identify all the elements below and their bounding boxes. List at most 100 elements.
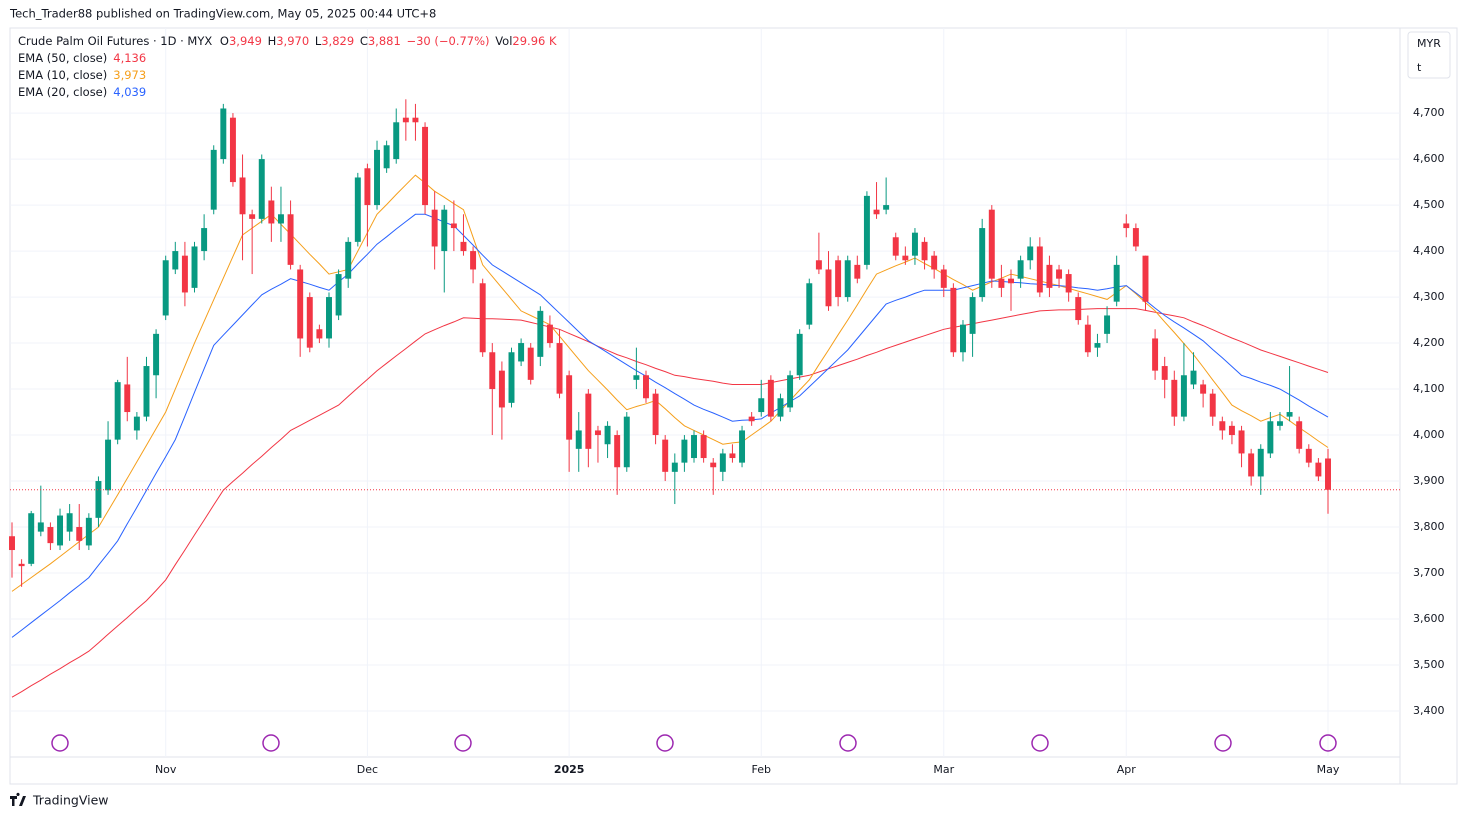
- candle-body: [1075, 297, 1082, 321]
- candle-body: [988, 209, 995, 279]
- candle-body: [1056, 269, 1063, 279]
- candle-body: [191, 246, 198, 288]
- y-tick-label: 4,000: [1413, 428, 1445, 441]
- candle-body: [652, 393, 659, 436]
- candle-body: [268, 200, 275, 224]
- candle-body: [1238, 430, 1245, 454]
- ohlc-value: 3,970: [276, 34, 309, 48]
- candle-body: [1325, 458, 1331, 490]
- candle-body: [1152, 338, 1159, 371]
- y-tick-label: 3,600: [1413, 612, 1445, 625]
- ohlc-label: O: [220, 34, 229, 48]
- candle-body: [345, 241, 352, 279]
- legend-value: 4,039: [113, 85, 146, 99]
- candle-body: [1132, 228, 1139, 247]
- legend-name: EMA (10, close): [18, 68, 107, 82]
- candle-body: [825, 269, 832, 307]
- event-icons: [51, 734, 1337, 752]
- candle-body: [9, 536, 15, 551]
- legend-value: 3,973: [113, 68, 146, 82]
- legend-name: EMA (20, close): [18, 85, 107, 99]
- candle-body: [18, 563, 25, 567]
- event-icon[interactable]: [1214, 734, 1232, 752]
- candle-body: [498, 370, 505, 408]
- legend-entry: EMA (10, close) 3,973: [18, 68, 146, 82]
- legend-value: 4,136: [113, 51, 146, 65]
- ema-line: [11, 308, 1329, 698]
- candle-body: [172, 251, 179, 270]
- candle-body: [393, 122, 400, 160]
- candle-body: [1046, 264, 1053, 288]
- candle-body: [960, 324, 966, 353]
- candle-body: [892, 237, 899, 256]
- candle-body: [1257, 448, 1264, 477]
- candle-body: [643, 375, 649, 399]
- candle-body: [950, 287, 957, 353]
- candle-body: [1017, 260, 1024, 279]
- candle-body: [691, 435, 697, 459]
- candle-body: [1296, 421, 1303, 449]
- candle-body: [806, 283, 813, 325]
- candle-body: [1228, 425, 1235, 436]
- y-tick-label: 4,700: [1413, 106, 1445, 119]
- candle-body: [931, 255, 938, 270]
- candle-body: [787, 375, 794, 408]
- ohlc-value: 3,881: [368, 34, 401, 48]
- x-tick-label: Apr: [1117, 763, 1137, 776]
- candle-body: [883, 205, 890, 210]
- x-tick-label: 2025: [554, 763, 585, 776]
- candle-body: [1219, 421, 1226, 431]
- candle-body: [1161, 366, 1168, 380]
- y-tick-label: 4,500: [1413, 198, 1445, 211]
- candles: [9, 99, 1331, 587]
- candle-body: [671, 462, 678, 472]
- candle-body: [873, 209, 880, 215]
- candle-body: [921, 241, 928, 261]
- y-tick-label: 3,700: [1413, 566, 1445, 579]
- y-tick-label: 3,800: [1413, 520, 1445, 533]
- ema-line: [11, 213, 1329, 638]
- candle-body: [844, 260, 851, 298]
- candle-body: [297, 269, 304, 339]
- candle-body: [431, 209, 438, 247]
- x-tick-label: May: [1317, 763, 1340, 776]
- legend-entry: EMA (20, close) 4,039: [18, 85, 146, 99]
- candle-body: [979, 228, 986, 298]
- candle-body: [537, 310, 544, 357]
- currency-box[interactable]: [1407, 31, 1451, 79]
- candle-body: [37, 522, 44, 532]
- candle-body: [287, 214, 294, 265]
- event-icon[interactable]: [656, 734, 674, 752]
- candle-body: [1065, 274, 1072, 293]
- candle-body: [854, 264, 861, 279]
- candle-body: [796, 333, 803, 376]
- candle-body: [95, 481, 102, 518]
- candle-body: [335, 274, 342, 316]
- ema-line: [11, 174, 1329, 592]
- event-icon[interactable]: [1319, 734, 1337, 752]
- candle-body: [508, 352, 515, 403]
- candle-body: [604, 425, 611, 445]
- candle-body: [1171, 379, 1178, 417]
- candle-body: [47, 527, 54, 544]
- candle-body: [902, 255, 909, 261]
- x-tick-label: Mar: [933, 763, 954, 776]
- candle-body: [729, 453, 736, 459]
- candle-body: [57, 515, 64, 546]
- legend-entry: EMA (50, close) 4,136: [18, 51, 146, 65]
- candle-body: [623, 416, 630, 468]
- ohlc-label: C: [360, 34, 368, 48]
- candle-body: [1200, 384, 1207, 394]
- event-icon[interactable]: [454, 734, 472, 752]
- candle-body: [422, 126, 429, 206]
- candle-body: [316, 329, 323, 339]
- candle-body: [220, 108, 227, 160]
- event-icon[interactable]: [1031, 734, 1049, 752]
- legend-ohlc: Crude Palm Oil Futures · 1D · MYX O3,949…: [18, 34, 557, 48]
- candle-body: [306, 297, 313, 348]
- candle-body: [364, 168, 371, 206]
- event-icon[interactable]: [839, 734, 857, 752]
- event-icon[interactable]: [51, 734, 69, 752]
- event-icon[interactable]: [262, 734, 280, 752]
- candle-body: [374, 149, 380, 206]
